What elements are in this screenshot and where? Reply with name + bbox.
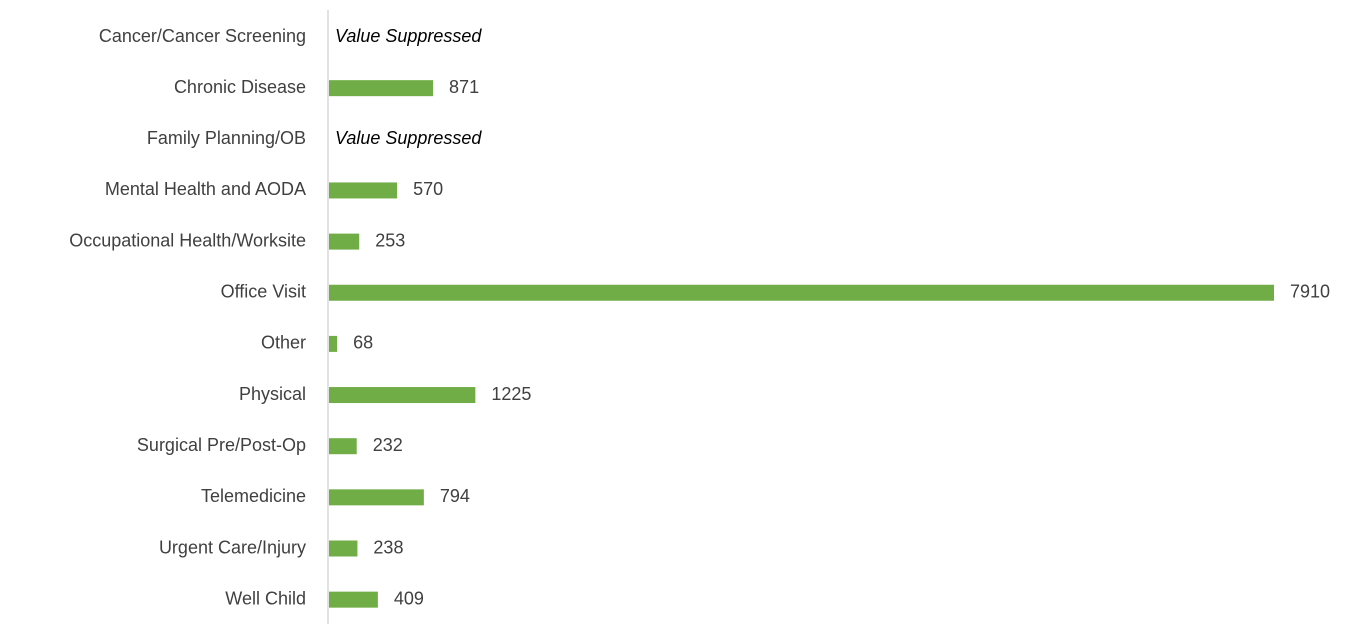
category-label: Cancer/Cancer Screening (99, 26, 306, 46)
category-label: Telemedicine (201, 486, 306, 506)
value-label: 253 (375, 230, 405, 250)
value-label: 871 (449, 77, 479, 97)
category-label: Surgical Pre/Post-Op (137, 435, 306, 455)
value-label: 7910 (1290, 282, 1330, 302)
category-label: Well Child (225, 588, 306, 608)
value-label: 409 (394, 588, 424, 608)
category-label: Other (261, 333, 306, 353)
category-label: Office Visit (221, 282, 306, 302)
category-label: Occupational Health/Worksite (69, 230, 306, 250)
bar (329, 591, 378, 608)
bar (329, 80, 434, 97)
value-label: 570 (413, 179, 443, 199)
category-label: Family Planning/OB (147, 128, 306, 148)
value-label: 1225 (491, 384, 531, 404)
category-label: Urgent Care/Injury (159, 537, 306, 557)
value-label: 238 (373, 537, 403, 557)
value-label: Value Suppressed (335, 26, 482, 46)
bar (329, 182, 398, 199)
bar (329, 284, 1274, 301)
category-label: Physical (239, 384, 306, 404)
value-label: Value Suppressed (335, 128, 482, 148)
bar (329, 438, 357, 455)
bar (329, 233, 360, 250)
value-label: 232 (373, 435, 403, 455)
value-label: 794 (440, 486, 470, 506)
bar (329, 540, 358, 557)
bar (329, 489, 424, 506)
category-label: Mental Health and AODA (105, 179, 306, 199)
bar (329, 335, 338, 352)
value-label: 68 (353, 333, 373, 353)
category-label: Chronic Disease (174, 77, 306, 97)
bar (329, 387, 476, 404)
